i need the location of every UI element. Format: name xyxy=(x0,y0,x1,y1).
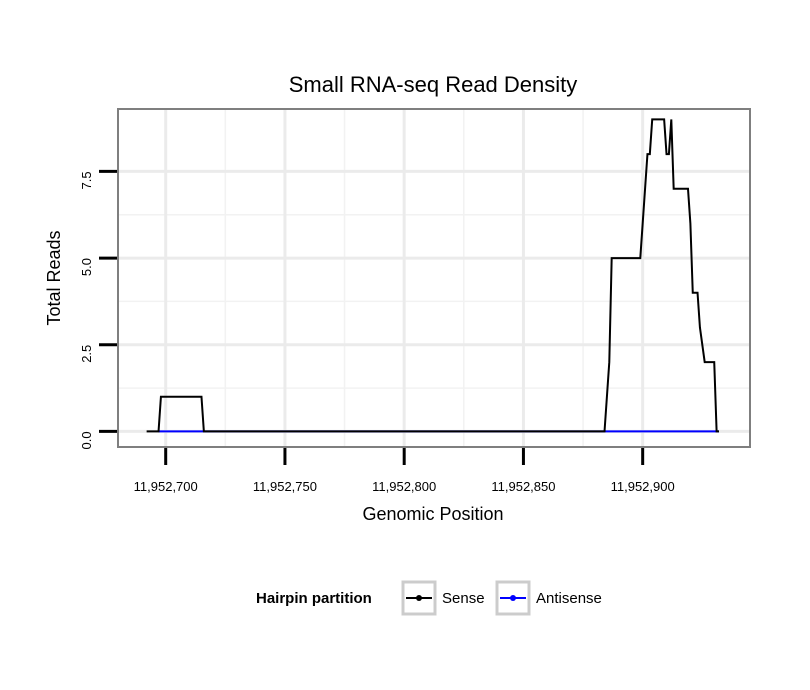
legend-title: Hairpin partition xyxy=(256,590,372,607)
y-tick-label: 5.0 xyxy=(79,258,94,276)
y-tick-label: 0.0 xyxy=(79,431,94,449)
plot-background xyxy=(118,109,750,447)
x-tick-label: 11,952,800 xyxy=(372,479,436,494)
x-tick-label: 11,952,900 xyxy=(611,479,675,494)
x-axis: 11,952,700 11,952,750 11,952,800 11,952,850… xyxy=(134,448,675,494)
x-tick-label: 11,952,850 xyxy=(491,479,555,494)
plot-border xyxy=(117,108,751,448)
legend-marker-antisense xyxy=(510,595,516,601)
x-tick-label: 11,952,750 xyxy=(253,479,317,494)
y-tick-label: 2.5 xyxy=(79,345,94,363)
legend-item-sense: Sense xyxy=(401,580,485,616)
y-tick-label: 7.5 xyxy=(79,171,94,189)
x-axis-title: Genomic Position xyxy=(362,504,503,524)
legend-item-antisense: Antisense xyxy=(495,580,602,616)
y-axis: 0.0 2.5 5.0 7.5 xyxy=(79,169,117,449)
x-tick-label: 11,952,700 xyxy=(134,479,198,494)
series-layer xyxy=(146,118,719,433)
chart-title: Small RNA-seq Read Density xyxy=(289,72,578,97)
gridlines xyxy=(118,109,750,447)
legend-label-sense: Sense xyxy=(442,590,485,607)
legend-marker-sense xyxy=(416,595,422,601)
y-axis-title: Total Reads xyxy=(44,230,64,325)
legend: Hairpin partition Sense Antisense xyxy=(256,580,602,616)
legend-label-antisense: Antisense xyxy=(536,590,602,607)
plot-panel xyxy=(117,108,751,448)
series-line-sense xyxy=(146,118,719,433)
